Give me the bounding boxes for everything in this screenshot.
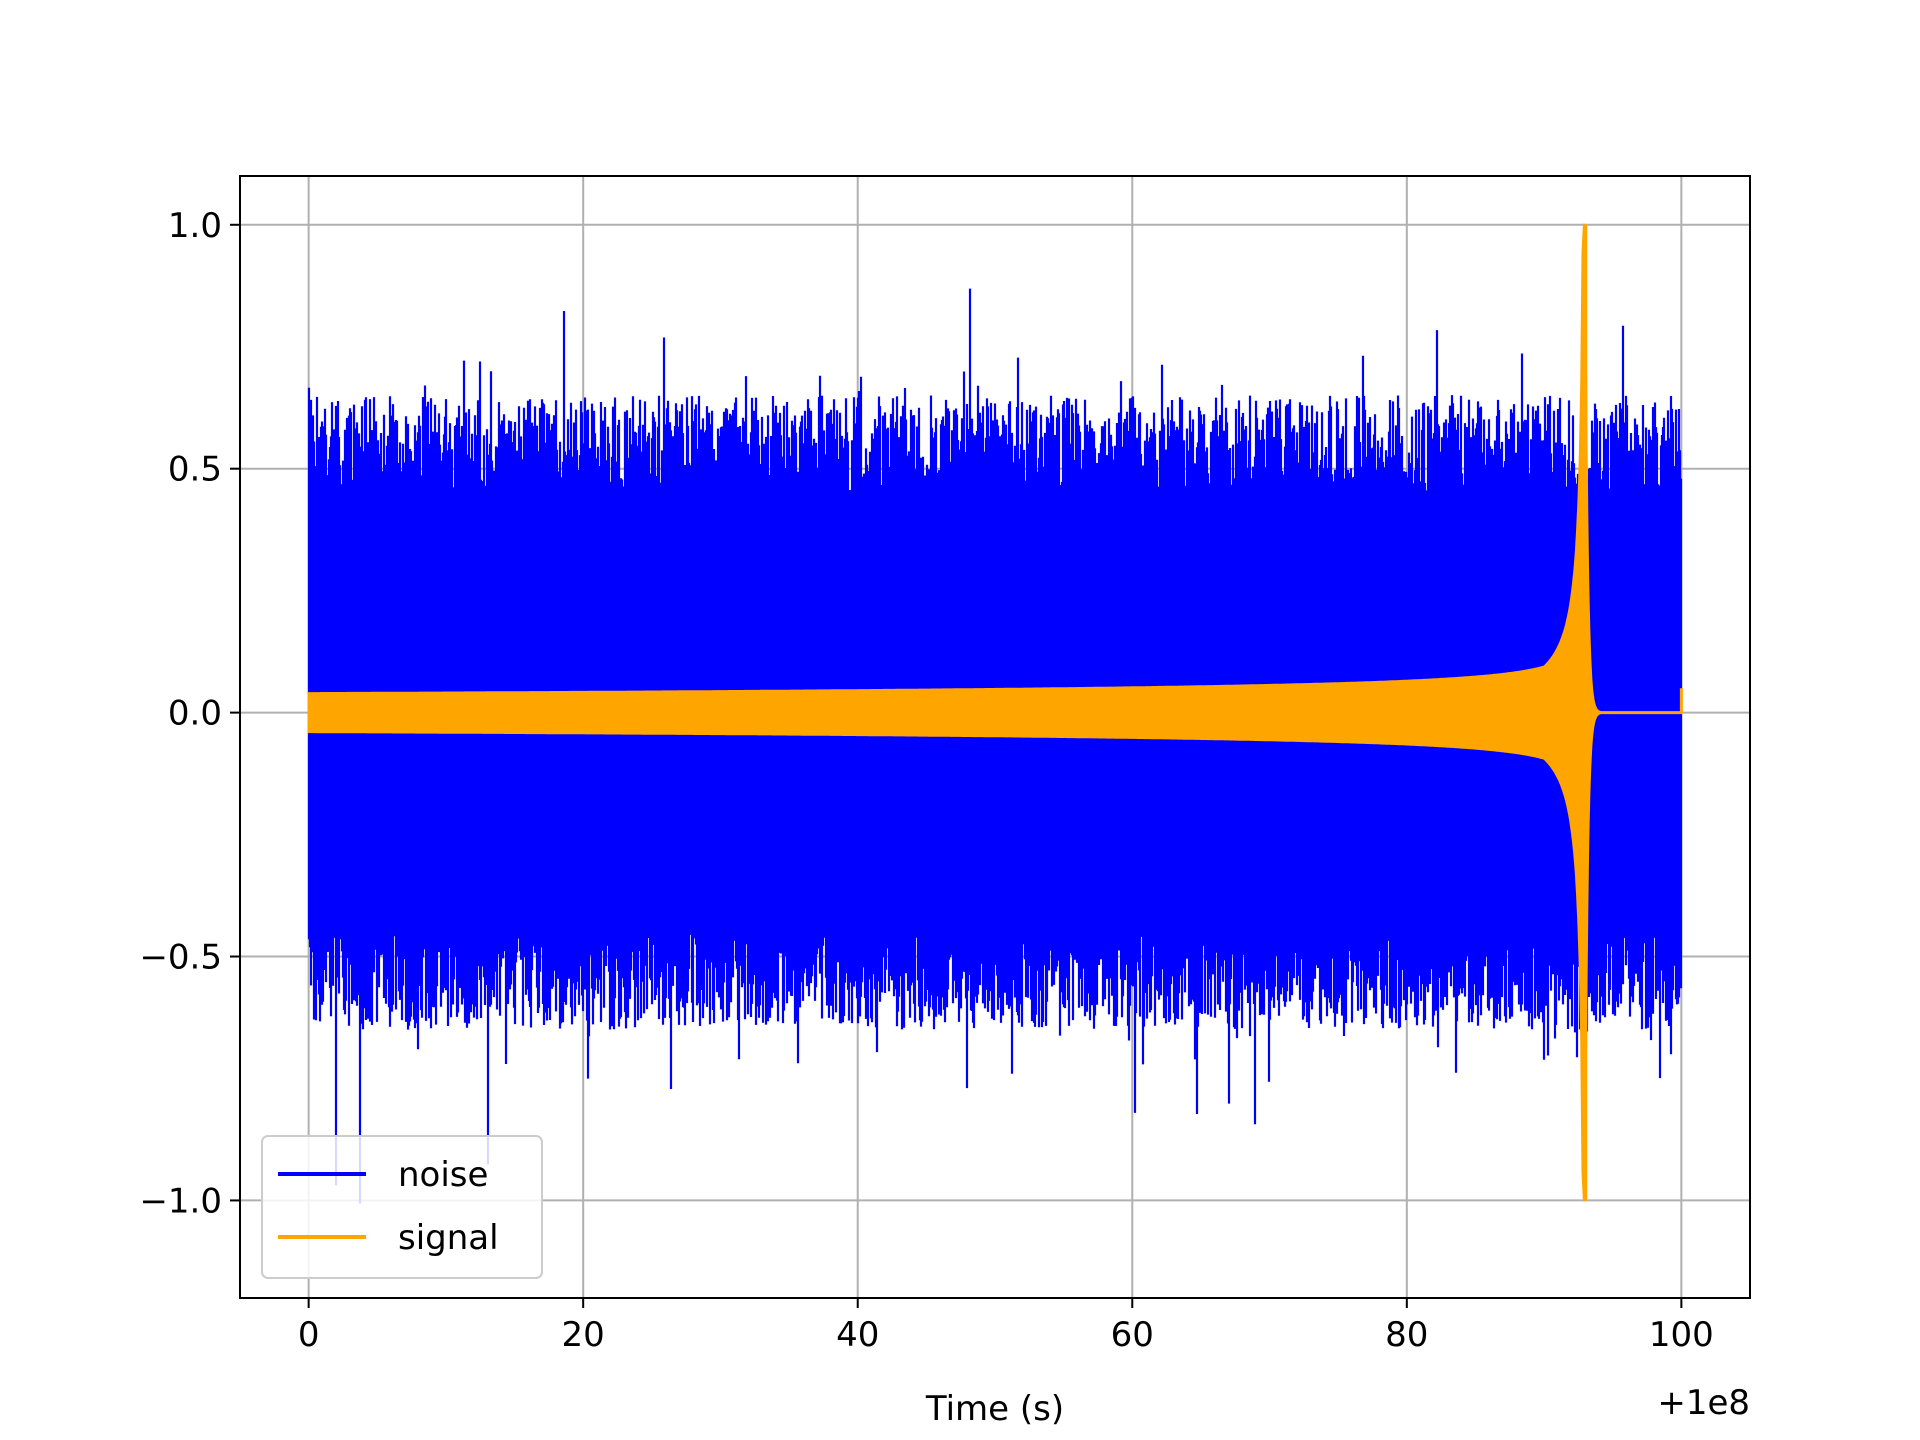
x-axis-label: Time (s) [925, 1389, 1064, 1429]
x-tick-label: 80 [1385, 1315, 1428, 1355]
axes-frame [239, 175, 1751, 1299]
x-tick-label: 20 [562, 1315, 605, 1355]
y-tick-label: 0.0 [168, 694, 222, 734]
legend-label-noise: noise [398, 1155, 488, 1195]
signal-post-merger-line [1601, 688, 1683, 715]
x-tick-label: 40 [836, 1315, 879, 1355]
legend: noise signal [261, 1135, 543, 1279]
x-tick-label: 60 [1111, 1315, 1154, 1355]
y-tick-label: 0.5 [168, 450, 222, 490]
x-tick-label: 100 [1649, 1315, 1714, 1355]
legend-label-signal: signal [398, 1218, 499, 1258]
y-tick-label: −1.0 [139, 1181, 222, 1221]
x-tick-label: 0 [298, 1315, 320, 1355]
ticks: 0 20 40 60 80 100 −1.0 −0.5 0.0 0.5 1.0 [139, 206, 1713, 1355]
legend-box [261, 1135, 543, 1279]
y-tick-label: 1.0 [168, 206, 222, 246]
signal-series-envelope [307, 223, 1603, 1202]
x-axis-offset-text: +1e8 [1657, 1383, 1750, 1423]
y-tick-label: −0.5 [139, 938, 222, 978]
plot-area [307, 223, 1683, 1204]
